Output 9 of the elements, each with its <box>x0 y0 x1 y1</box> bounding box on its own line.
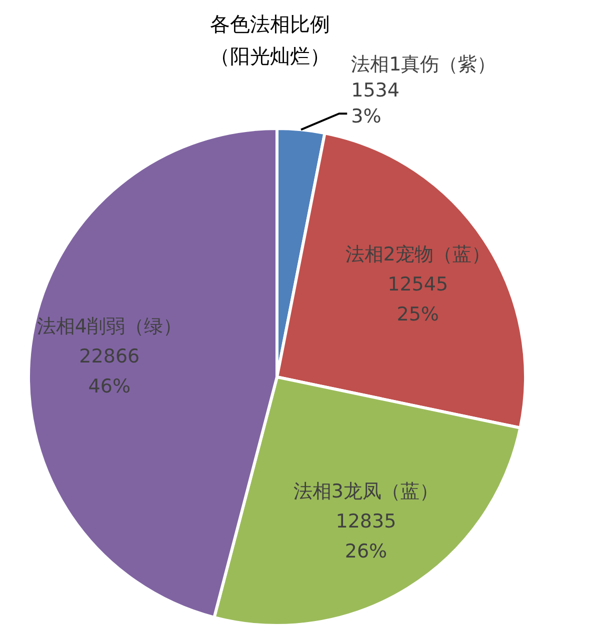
data-label: 12835 26% <box>336 510 396 563</box>
data-label: 22866 46% <box>79 345 140 398</box>
chart-title: 各色法相比例（阳光灿烂） <box>210 12 330 68</box>
slice-label: 法相2宠物（蓝） <box>345 244 490 266</box>
data-label: 12545 25% <box>388 274 448 326</box>
slice-label: 法相1真伤（紫） <box>351 54 496 76</box>
slice-label: 法相3龙凤（蓝） <box>293 480 439 503</box>
slice-label: 法相4削弱（绿） <box>36 315 182 338</box>
data-label: 1534 3% <box>351 80 400 128</box>
